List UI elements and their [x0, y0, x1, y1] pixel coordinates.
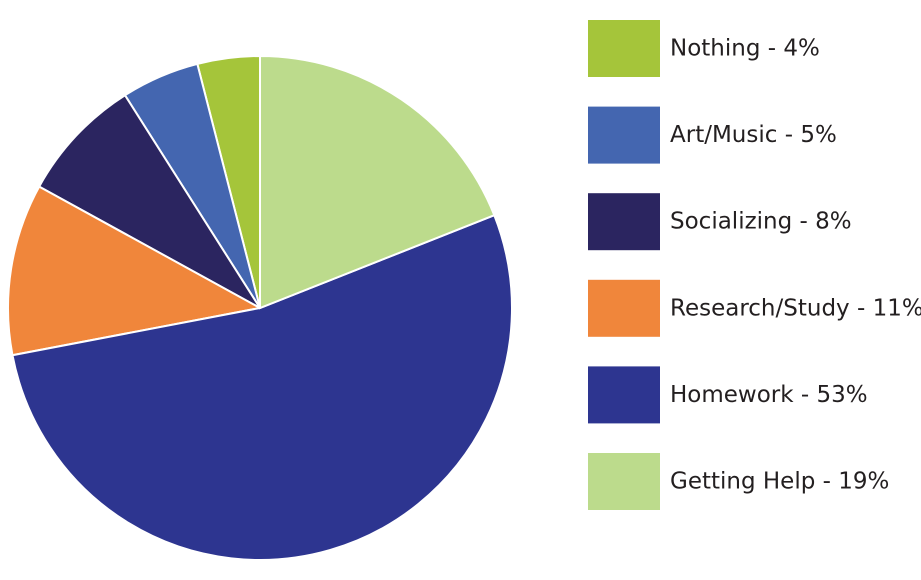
legend-label: Homework - 53% — [670, 382, 868, 408]
legend-label: Socializing - 8% — [670, 209, 852, 235]
legend-label: Nothing - 4% — [670, 36, 820, 62]
pie-slice — [11, 213, 513, 561]
legend-swatch — [588, 106, 660, 164]
legend-label: Getting Help - 19% — [670, 469, 889, 495]
legend-label: Research/Study - 11% — [670, 295, 921, 321]
legend-swatch — [588, 279, 660, 337]
legend-swatch — [588, 20, 660, 77]
pie-slice — [259, 54, 496, 310]
pie-slice — [37, 93, 261, 309]
legend-swatch — [588, 193, 660, 251]
legend-label: Art/Music - 5% — [670, 122, 837, 148]
legend-swatch — [588, 453, 660, 510]
pie-slice — [7, 185, 263, 357]
legend-swatch — [588, 366, 660, 424]
